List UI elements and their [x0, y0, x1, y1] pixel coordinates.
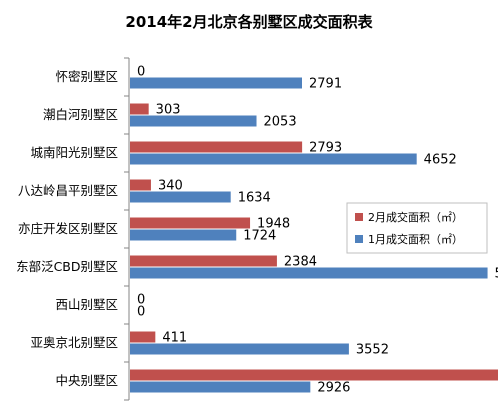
- bar-jan: [130, 343, 349, 355]
- legend-label: 2月成交面积（㎡）: [368, 210, 463, 224]
- bar-feb: [130, 179, 151, 191]
- data-label: 411: [162, 331, 187, 346]
- data-label: 1634: [238, 191, 271, 206]
- data-label: 0: [137, 305, 145, 320]
- category-label: 东部泛CBD别墅区: [16, 259, 118, 274]
- bar-feb: [130, 141, 303, 153]
- category-label: 怀密别墅区: [55, 69, 118, 84]
- category-label: 城南阳光别墅区: [30, 145, 118, 160]
- category-label: 西山别墅区: [55, 297, 118, 312]
- legend: 2月成交面积（㎡） 1月成交面积（㎡）: [346, 202, 488, 254]
- data-label: 0: [137, 293, 145, 308]
- bar-jan: [130, 381, 311, 393]
- data-label: 2384: [284, 255, 317, 270]
- data-label: 3552: [356, 343, 389, 358]
- bar-feb: [130, 217, 251, 229]
- category-label: 中央别墅区: [55, 373, 118, 388]
- bar-jan: [130, 229, 237, 241]
- axis-layer: [124, 57, 130, 401]
- bar-jan: [130, 191, 231, 203]
- data-label: 2791: [309, 77, 342, 92]
- bar-feb: [130, 255, 277, 267]
- category-label: 潮白河别墅区: [43, 107, 118, 122]
- legend-box: [346, 202, 488, 254]
- data-label: 2926: [317, 381, 350, 396]
- data-label: 1948: [257, 217, 290, 232]
- legend-swatch: [355, 235, 363, 243]
- data-label: 1724: [243, 229, 276, 244]
- bar-jan: [130, 77, 302, 89]
- bar-jan: [130, 267, 488, 279]
- data-label: 340: [158, 179, 183, 194]
- bar-feb: [130, 103, 149, 115]
- data-label: 4652: [424, 153, 457, 168]
- bar-jan: [130, 153, 417, 165]
- category-label: 亚奥京北别墅区: [30, 335, 118, 350]
- data-label: 303: [156, 103, 181, 118]
- labels-layer: 怀密别墅区 0 2791 潮白河别墅区 303 2053 城南阳光别墅区 2793 4652 八达…: [16, 65, 498, 396]
- legend-swatch: [355, 213, 363, 221]
- data-label: 0: [137, 65, 145, 80]
- bar-feb: [130, 369, 498, 381]
- bars-layer: [130, 77, 498, 393]
- data-label: 2793: [309, 141, 342, 156]
- bar-jan: [130, 115, 257, 127]
- chart-title: 2014年2月北京各别墅区成交面积表: [125, 13, 373, 31]
- data-label: 5802: [495, 267, 498, 282]
- legend-label: 1月成交面积（㎡）: [368, 232, 463, 246]
- category-label: 亦庄开发区别墅区: [18, 221, 118, 236]
- data-label: 2053: [264, 115, 297, 130]
- category-label: 八达岭昌平别墅区: [18, 183, 118, 198]
- bar-feb: [130, 331, 156, 343]
